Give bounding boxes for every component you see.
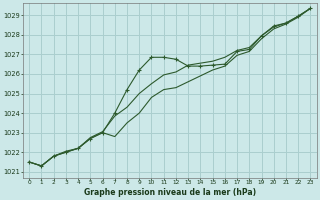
X-axis label: Graphe pression niveau de la mer (hPa): Graphe pression niveau de la mer (hPa) — [84, 188, 256, 197]
